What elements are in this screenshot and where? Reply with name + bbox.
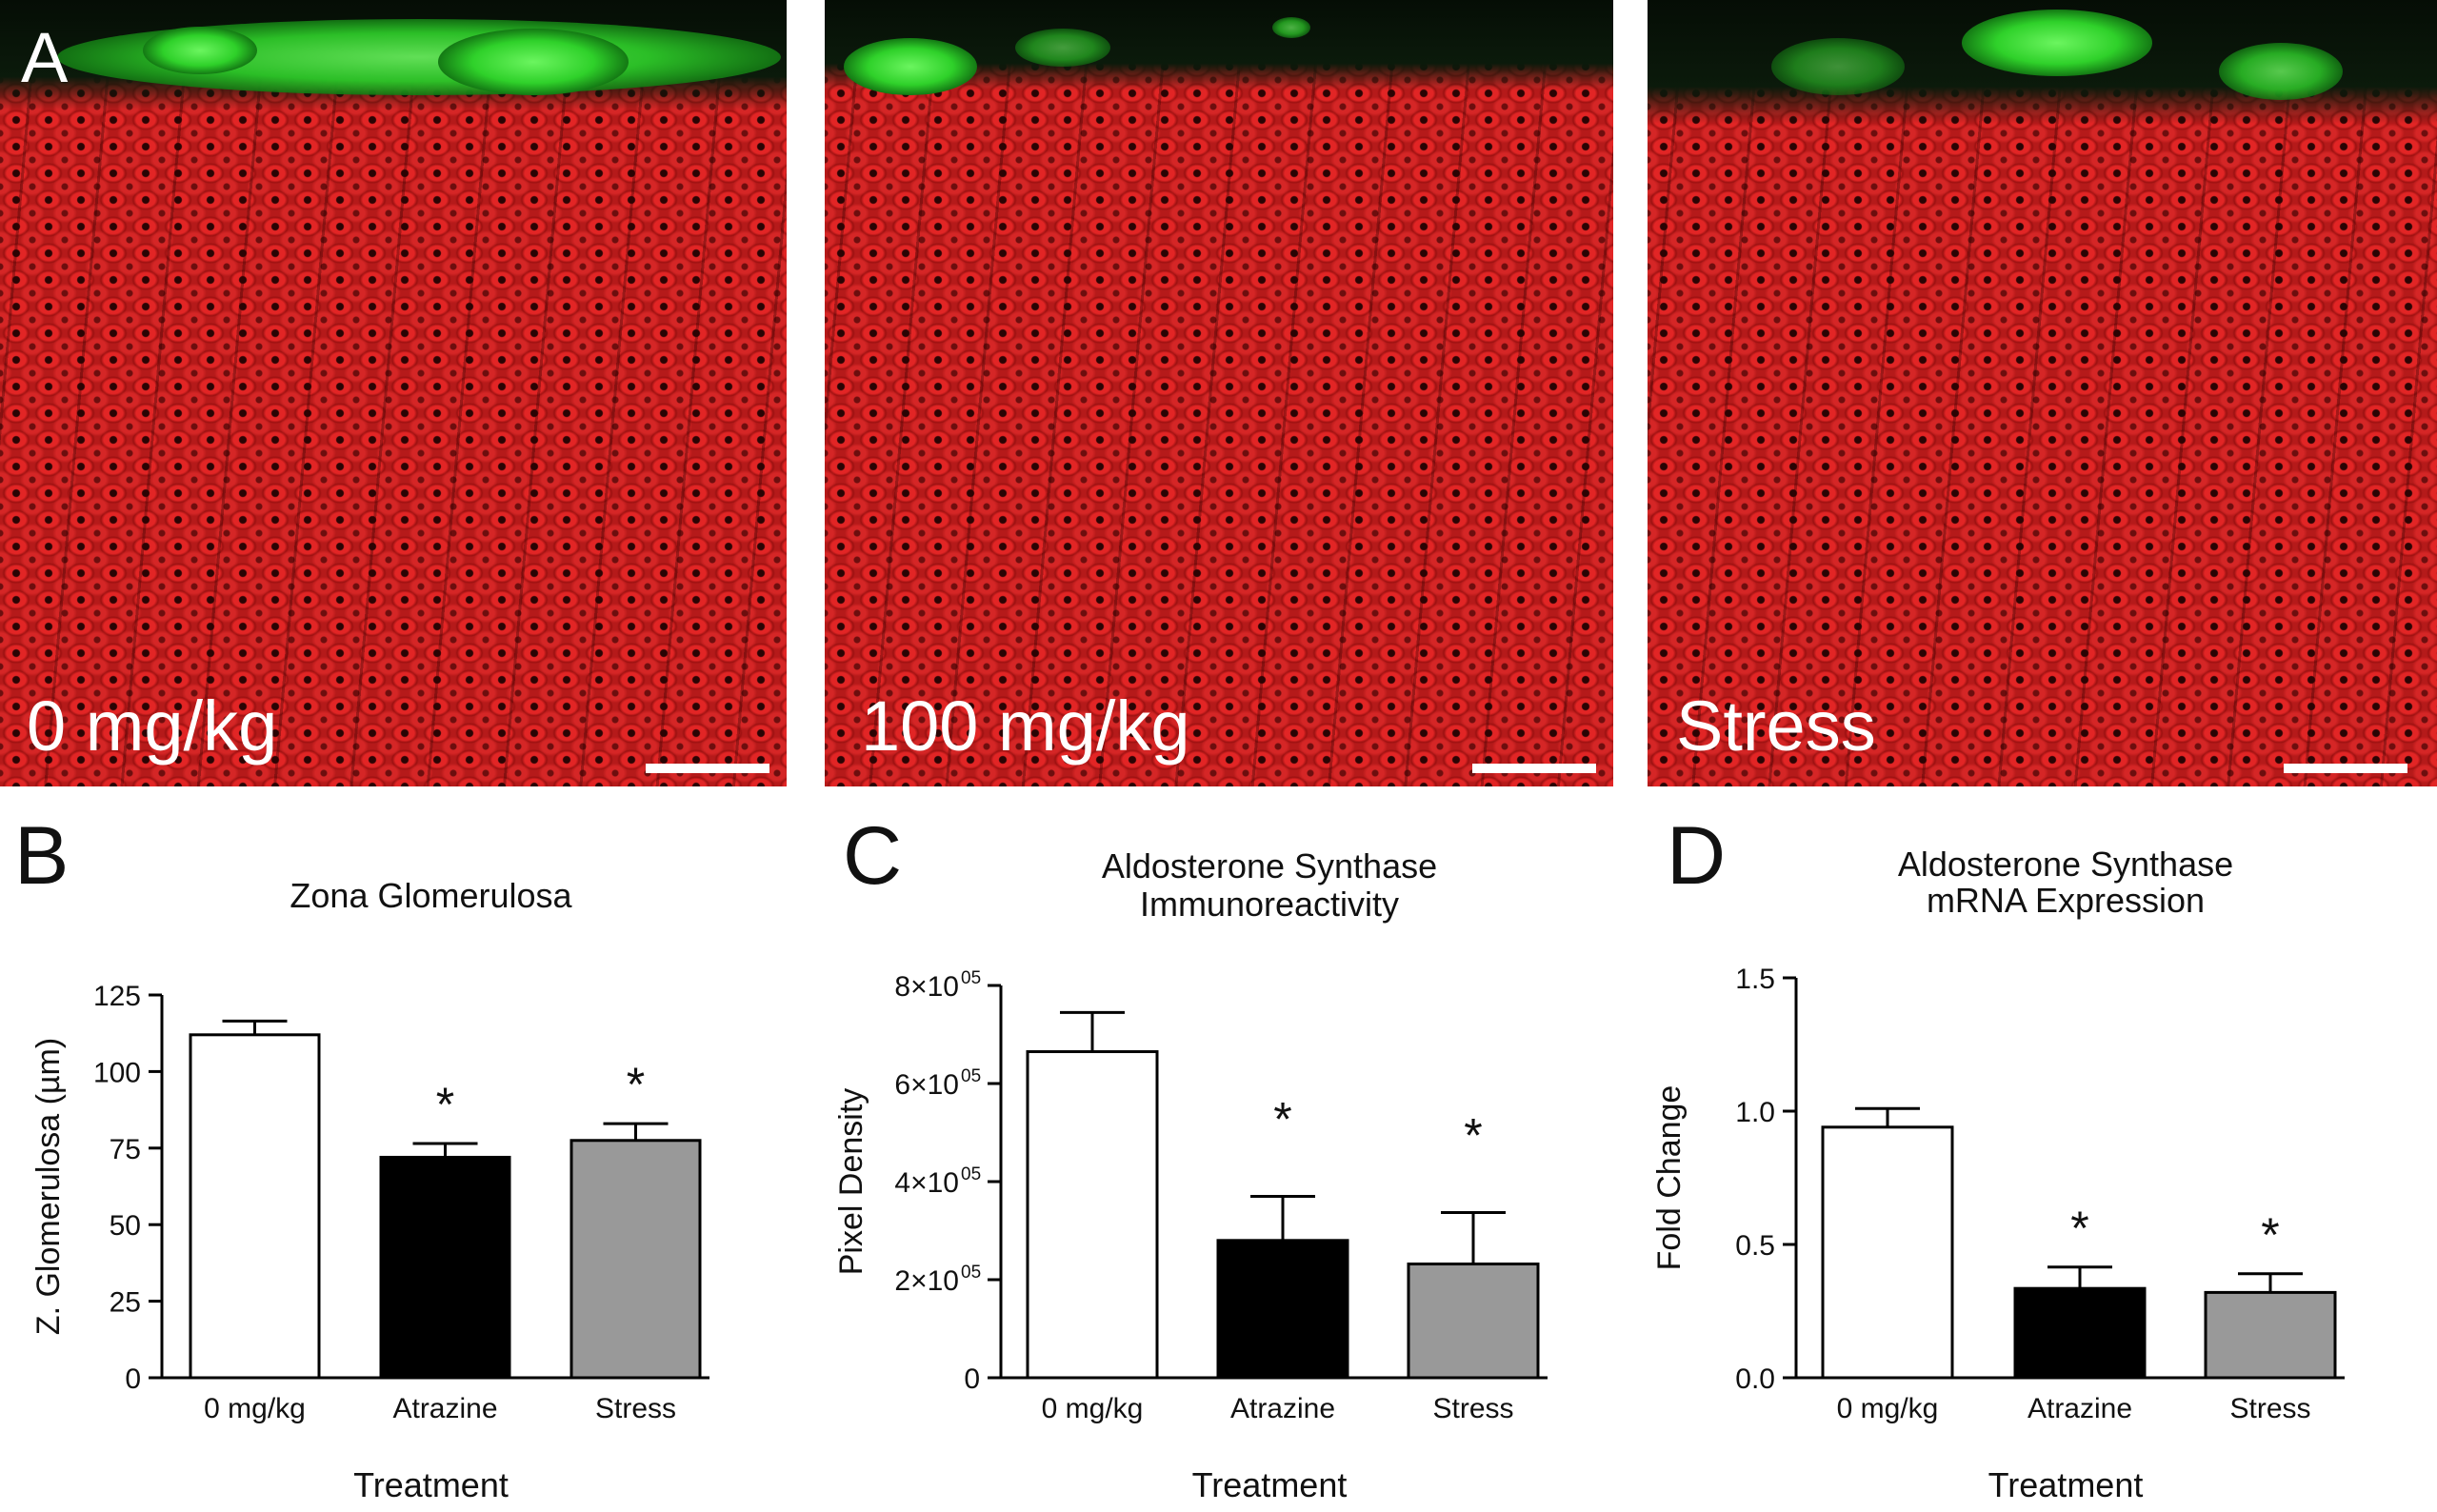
x-tick-label: 0 mg/kg	[204, 1393, 306, 1424]
chart-title: Aldosterone Synthase	[1898, 845, 2233, 884]
y-axis-label: Z. Glomerulosa (µm)	[30, 1038, 67, 1335]
x-tick-label: Stress	[595, 1393, 676, 1424]
chart-title: Zona Glomerulosa	[290, 876, 572, 915]
x-tick-label: 0 mg/kg	[1837, 1393, 1939, 1424]
chart-title: Immunoreactivity	[1140, 885, 1399, 924]
significance-star: *	[1464, 1108, 1482, 1162]
y-tick-label: 75	[110, 1134, 141, 1165]
y-tick-label: 50	[110, 1210, 141, 1242]
significance-star: *	[627, 1058, 645, 1111]
x-tick-label: Stress	[1432, 1393, 1513, 1424]
bar-1	[379, 1155, 511, 1380]
y-axis-label: Pixel Density	[833, 1088, 869, 1276]
y-tick-label: 6×10	[894, 1069, 959, 1101]
micrograph-atrazine: 100 mg/kg	[825, 0, 1613, 786]
bar-0	[1821, 1125, 1954, 1380]
x-tick-label: Atrazine	[1230, 1393, 1335, 1424]
y-tick-label: 1.0	[1735, 1097, 1775, 1128]
micrograph-label-stress: Stress	[1676, 686, 1876, 766]
micrograph-label-control: 0 mg/kg	[27, 686, 278, 766]
significance-star: *	[436, 1078, 454, 1131]
bar-0	[1026, 1050, 1159, 1380]
bar-1	[1216, 1239, 1349, 1380]
chart-title: mRNA Expression	[1927, 881, 2205, 920]
y-tick-label: 8×10	[894, 971, 959, 1003]
y-tick-label: 2×10	[894, 1265, 959, 1297]
x-tick-label: Atrazine	[2028, 1393, 2132, 1424]
significance-star: *	[2261, 1208, 2279, 1262]
y-tick-label: 4×10	[894, 1167, 959, 1199]
y-tick-label: 0	[964, 1363, 980, 1395]
micrograph-stress: Stress	[1648, 0, 2437, 786]
panel-label: D	[1667, 810, 1726, 902]
y-tick-label: 0.5	[1735, 1230, 1775, 1262]
panel-label: C	[843, 810, 902, 902]
y-tick-exponent: 05	[961, 1164, 981, 1184]
y-tick-exponent: 05	[961, 968, 981, 988]
bar-1	[2013, 1286, 2147, 1380]
x-axis-label: Treatment	[1192, 1465, 1348, 1504]
y-tick-label: 1.5	[1735, 964, 1775, 995]
y-tick-label: 0.0	[1735, 1363, 1775, 1395]
micrograph-label-atrazine: 100 mg/kg	[861, 686, 1190, 766]
y-tick-label: 125	[93, 981, 141, 1012]
scale-bar	[646, 764, 769, 773]
bar-2	[1407, 1263, 1540, 1380]
y-tick-label: 100	[93, 1057, 141, 1088]
y-tick-exponent: 05	[961, 1263, 981, 1283]
panel-label-a: A	[21, 18, 69, 97]
x-tick-label: Atrazine	[392, 1393, 497, 1424]
scale-bar	[2284, 764, 2407, 773]
significance-star: *	[1273, 1092, 1291, 1145]
y-tick-exponent: 05	[961, 1066, 981, 1086]
chart-zona-glomerulosa: B Zona Glomerulosa 0 25 50 75 100 125 Z. Glomeru…	[14, 810, 709, 1504]
significance-star: *	[2070, 1202, 2088, 1255]
y-tick-label: 25	[110, 1287, 141, 1319]
chart-title: Aldosterone Synthase	[1102, 846, 1437, 885]
x-tick-label: 0 mg/kg	[1042, 1393, 1144, 1424]
x-axis-label: Treatment	[353, 1465, 509, 1504]
panel-label: B	[14, 810, 69, 902]
y-tick-label: 0	[125, 1363, 141, 1395]
y-axis-label: Fold Change	[1651, 1085, 1688, 1271]
bar-2	[2204, 1290, 2337, 1380]
micrograph-control: A 0 mg/kg	[0, 0, 787, 786]
bar-0	[189, 1033, 321, 1380]
scale-bar	[1472, 764, 1596, 773]
x-tick-label: Stress	[2229, 1393, 2310, 1424]
x-axis-label: Treatment	[1988, 1465, 2144, 1504]
bar-2	[569, 1139, 702, 1380]
